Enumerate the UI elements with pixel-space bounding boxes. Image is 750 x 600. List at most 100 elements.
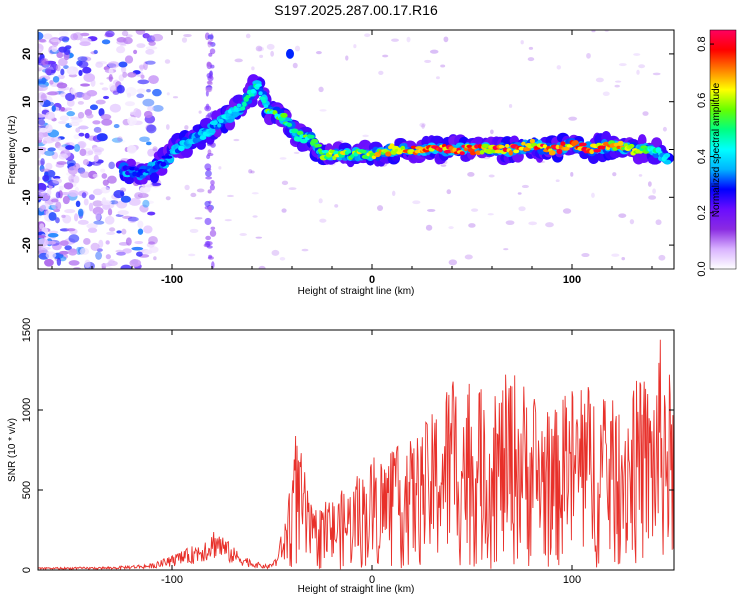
noise-blob [105,64,110,67]
noise-blob [143,110,153,119]
noise-blob [48,211,57,221]
noise-blob [55,64,61,72]
noise-blob [39,127,48,133]
noise-blob [255,236,263,239]
noise-blob [233,138,240,142]
noise-blob [107,61,120,69]
noise-blob [90,171,97,175]
ridge-blob [258,96,266,101]
noise-blob [122,71,128,78]
noise-blob [148,75,159,84]
noise-blob [206,154,211,160]
noise-blob [66,99,75,107]
noise-blob [210,179,215,186]
y-tick-label: 0 [21,146,33,152]
noise-blob [77,56,88,62]
ridge-blob [459,151,465,156]
noise-blob [148,241,155,245]
noise-blob [63,65,69,70]
noise-blob [487,213,494,216]
noise-blob [152,146,158,152]
noise-blob [95,61,104,68]
noise-blob [121,65,127,74]
ridge-blob [263,104,269,108]
noise-blob [70,87,76,95]
ridge-blob [589,149,595,155]
noise-blob [51,105,56,112]
ridge-blob [469,151,477,156]
noise-blob [105,30,115,38]
noise-blob [44,66,56,76]
noise-blob [121,228,127,235]
noise-blob [629,219,635,225]
noise-blob [184,125,189,130]
noise-blob [520,40,524,45]
ridge-blob [628,143,635,149]
noise-blob [84,132,90,139]
noise-blob [207,112,212,118]
noise-blob [122,248,132,254]
noise-blob [65,145,75,150]
noise-blob [95,212,101,221]
noise-blob [89,104,99,111]
noise-blob [66,159,76,167]
x-tick-label: 100 [563,274,581,286]
ridge-blob [250,89,256,94]
noise-blob [64,209,76,214]
noise-blob [183,33,192,38]
noise-blob [209,48,216,55]
noise-blob [38,67,43,72]
noise-blob [45,251,57,259]
noise-blob [40,168,51,172]
noise-blob [77,167,86,174]
noise-blob [259,54,264,58]
noise-blob [79,247,90,256]
ridge-blob [258,91,263,96]
ridge-blob [410,145,417,149]
noise-blob [59,250,69,255]
noise-blob [107,175,117,184]
noise-blob [60,68,65,76]
x-tick-label: 0 [369,574,375,586]
ridge-blob [518,146,525,151]
noise-blob [98,239,104,248]
noise-blob [113,124,120,129]
noise-blob [382,54,389,58]
noise-blob [52,243,62,251]
noise-blob [218,166,222,170]
ridge-blob [208,129,216,134]
noise-blob [78,132,85,137]
noise-blob [595,77,604,83]
ridge-blob [165,155,173,159]
ridge-blob [572,140,579,146]
ridge-blob [350,154,355,159]
noise-blob [206,61,212,67]
noise-blob [248,169,253,174]
noise-blob [139,65,144,72]
noise-blob [52,76,60,83]
noise-blob [258,265,266,269]
noise-blob [58,58,68,67]
noise-blob [38,80,46,84]
noise-blob [378,70,384,75]
noise-blob [40,158,45,166]
noise-blob [86,223,98,229]
noise-blob [38,66,47,70]
noise-blob [146,88,151,93]
noise-blob [44,150,55,157]
noise-blob [38,118,46,127]
noise-blob [47,205,58,211]
noise-blob [165,124,170,130]
noise-blob [448,259,458,266]
ridge-blob [359,149,367,154]
noise-blob [602,91,610,96]
noise-blob [100,186,111,194]
noise-blob [207,189,212,194]
noise-blob [59,115,70,122]
noise-blob [143,61,148,71]
noise-blob [47,232,59,238]
noise-blob [528,46,534,50]
heatmap-marks [38,30,674,269]
noise-blob [116,230,122,234]
